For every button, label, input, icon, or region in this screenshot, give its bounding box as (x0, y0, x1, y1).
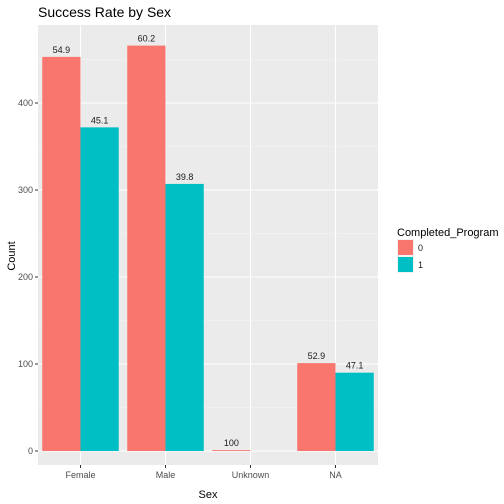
bar-na-0 (297, 363, 336, 451)
data-label: 47.1 (346, 361, 364, 371)
y-tick-label: 400 (18, 98, 33, 108)
x-tick-label: NA (329, 470, 342, 480)
bar-unknown-0 (212, 450, 251, 451)
y-tick-label: 200 (18, 272, 33, 282)
x-tick-label: Unknown (232, 470, 270, 480)
x-tick-label: Male (156, 470, 176, 480)
data-label: 52.9 (308, 351, 326, 361)
bar-na-1 (335, 372, 374, 451)
x-axis-title: Sex (199, 489, 218, 501)
legend-key-1 (398, 257, 413, 272)
data-label: 60.2 (138, 34, 156, 44)
legend-key-0 (398, 240, 413, 255)
y-tick-label: 300 (18, 185, 33, 195)
legend-label: 1 (418, 260, 423, 270)
bar-female-0 (42, 56, 81, 451)
x-axis: Female Male Unknown NA (65, 465, 342, 480)
legend-title: Completed_Program (397, 227, 499, 239)
y-tick-label: 0 (28, 446, 33, 456)
legend-label: 0 (418, 243, 423, 253)
x-tick-label: Female (65, 470, 95, 480)
bar-female-1 (80, 127, 119, 452)
bar-male-0 (127, 45, 166, 452)
chart-title: Success Rate by Sex (38, 4, 171, 20)
y-tick-label: 100 (18, 359, 33, 369)
y-axis-title: Count (6, 241, 18, 270)
data-label: 45.1 (91, 115, 109, 125)
data-label: 39.8 (176, 172, 194, 182)
legend: Completed_Program 0 1 (397, 227, 499, 273)
bar-male-1 (165, 183, 204, 451)
data-label: 100 (224, 438, 239, 448)
y-axis: 0 100 200 300 400 (18, 98, 38, 456)
bars (42, 45, 374, 452)
data-labels: 54.9 45.1 60.2 39.8 100 52.9 47.1 (53, 34, 364, 449)
data-label: 54.9 (53, 45, 71, 55)
